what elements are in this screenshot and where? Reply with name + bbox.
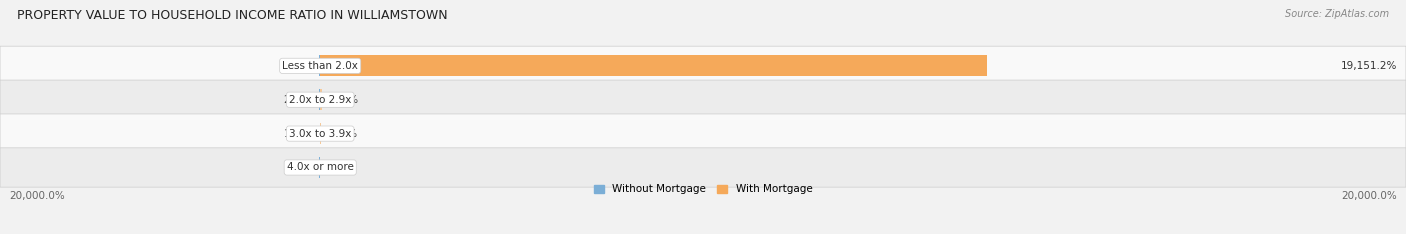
Text: 7.3%: 7.3%	[323, 162, 350, 172]
Text: 19,151.2%: 19,151.2%	[1341, 61, 1398, 71]
Text: Source: ZipAtlas.com: Source: ZipAtlas.com	[1285, 9, 1389, 19]
Text: 29.6%: 29.6%	[283, 61, 316, 71]
Text: 12.4%: 12.4%	[284, 129, 316, 139]
Text: 36.6%: 36.6%	[325, 129, 357, 139]
FancyBboxPatch shape	[0, 80, 1406, 119]
FancyBboxPatch shape	[0, 148, 1406, 187]
Text: 2.0x to 2.9x: 2.0x to 2.9x	[290, 95, 352, 105]
Text: 23.2%: 23.2%	[284, 95, 316, 105]
Text: PROPERTY VALUE TO HOUSEHOLD INCOME RATIO IN WILLIAMSTOWN: PROPERTY VALUE TO HOUSEHOLD INCOME RATIO…	[17, 9, 447, 22]
Legend: Without Mortgage, With Mortgage: Without Mortgage, With Mortgage	[589, 180, 817, 199]
Text: 20,000.0%: 20,000.0%	[8, 190, 65, 201]
Bar	[321, 55, 987, 76]
Text: 54.9%: 54.9%	[325, 95, 359, 105]
Bar	[321, 89, 322, 110]
Text: 34.8%: 34.8%	[283, 162, 316, 172]
Text: 3.0x to 3.9x: 3.0x to 3.9x	[290, 129, 352, 139]
FancyBboxPatch shape	[0, 46, 1406, 85]
Text: Less than 2.0x: Less than 2.0x	[283, 61, 359, 71]
Text: 4.0x or more: 4.0x or more	[287, 162, 354, 172]
FancyBboxPatch shape	[0, 114, 1406, 153]
Text: 20,000.0%: 20,000.0%	[1341, 190, 1398, 201]
